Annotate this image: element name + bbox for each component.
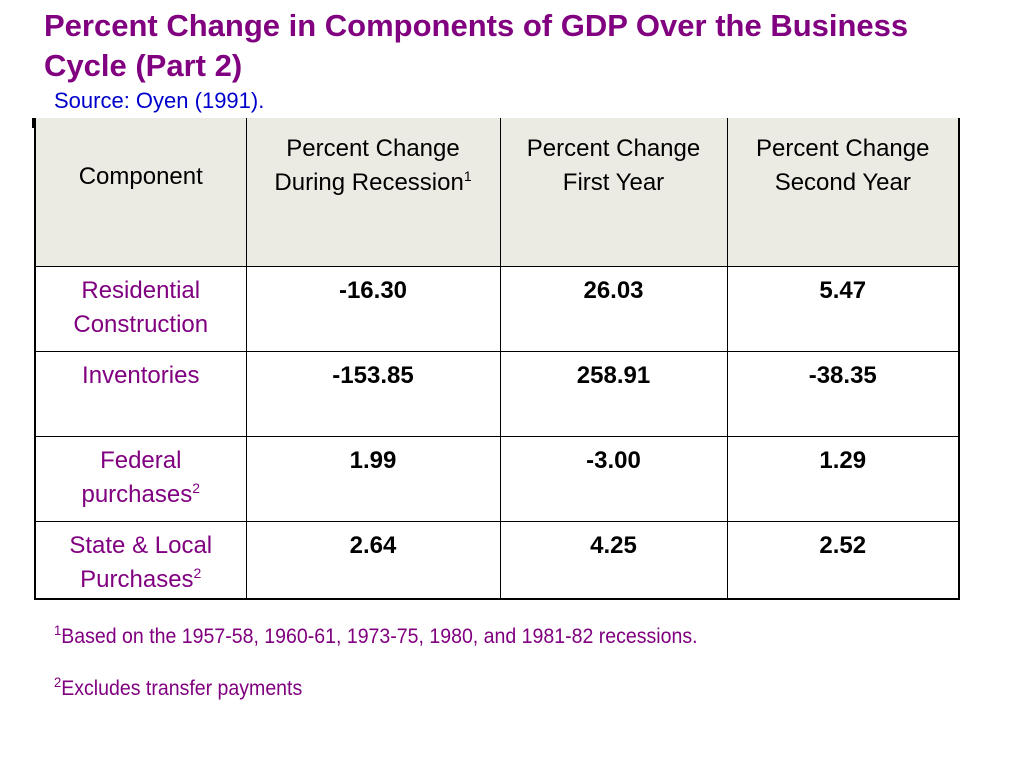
footnote: 2Excludes transfer payments [54,674,698,704]
footnote: 1Based on the 1957-58, 1960-61, 1973-75,… [54,622,698,652]
recession-cell: -16.30 [246,266,501,352]
footnote-text: Excludes transfer payments [61,677,303,700]
component-cell: Federal purchases2 [34,436,247,522]
table-container: Component Percent Change During Recessio… [32,118,960,600]
header-first-year-label: Percent Change First Year [526,135,701,196]
header-recession-footnote-marker: 1 [463,168,472,184]
second-year-cell: 1.29 [727,436,960,522]
recession-cell: 1.99 [246,436,501,522]
footnote-marker: 1 [54,622,62,638]
second-year-cell: 5.47 [727,266,960,352]
table-row: State & Local Purchases2 2.64 4.25 2.52 [34,521,960,600]
component-label: State & Local Purchases [69,531,213,593]
header-second-year: Percent Change Second Year [727,118,960,267]
component-label: Residential Construction [73,276,209,338]
table-row: Inventories -153.85 258.91 -38.35 [34,351,960,437]
component-cell: Residential Construction [34,266,247,352]
first-year-cell: 258.91 [500,351,728,437]
second-year-cell: 2.52 [727,521,960,600]
component-footnote-marker: 2 [193,564,202,581]
first-year-cell: -3.00 [500,436,728,522]
header-recession: Percent Change During Recession1 [246,118,501,267]
header-component-label: Component [78,162,203,190]
component-footnote-marker: 2 [192,479,201,496]
component-cell: State & Local Purchases2 [34,521,247,600]
header-component: Component [34,118,247,267]
component-label: Inventories [82,361,200,389]
first-year-cell: 26.03 [500,266,728,352]
second-year-cell: -38.35 [727,351,960,437]
header-recession-label: Percent Change During Recession [274,135,464,196]
footnotes: 1Based on the 1957-58, 1960-61, 1973-75,… [54,622,698,704]
recession-cell: 2.64 [246,521,501,600]
source-citation: Source: Oyen (1991). [54,88,265,113]
component-cell: Inventories [34,351,247,437]
component-label: Federal purchases [81,446,193,508]
page-title: Percent Change in Components of GDP Over… [44,8,909,83]
recession-cell: -153.85 [246,351,501,437]
header-second-year-label: Percent Change Second Year [756,135,930,196]
gdp-components-table: Component Percent Change During Recessio… [34,118,960,600]
footnote-text: Based on the 1957-58, 1960-61, 1973-75, … [61,625,698,648]
first-year-cell: 4.25 [500,521,728,600]
table-header-row: Component Percent Change During Recessio… [34,118,960,267]
header-first-year: Percent Change First Year [500,118,728,267]
table-row: Residential Construction -16.30 26.03 5.… [34,266,960,352]
table-row: Federal purchases2 1.99 -3.00 1.29 [34,436,960,522]
footnote-marker: 2 [54,674,62,690]
